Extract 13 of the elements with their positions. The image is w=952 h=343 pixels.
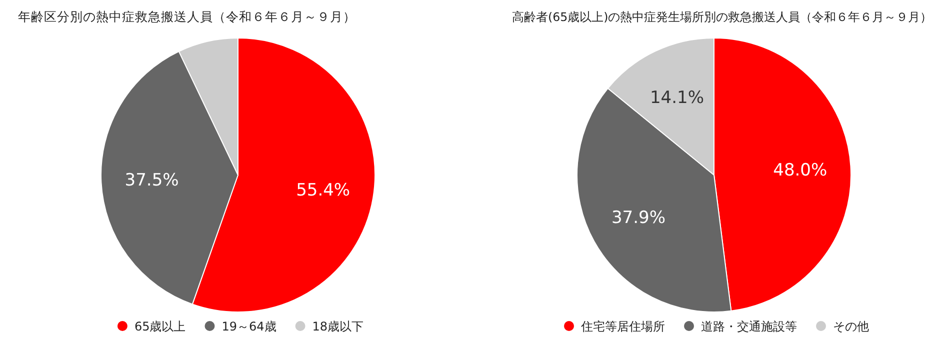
- data-label: 48.0%: [773, 160, 828, 181]
- legend-label: 65歳以上: [134, 320, 186, 334]
- data-label: 14.1%: [650, 88, 704, 108]
- data-label: 37.5%: [124, 170, 179, 191]
- data-label: 55.4%: [296, 180, 350, 201]
- legend-label: 18歳以下: [312, 320, 364, 334]
- legend-label: 19～64歳: [222, 320, 276, 334]
- data-label: 37.9%: [611, 208, 666, 228]
- chart-title: 高齢者(65歳以上)の熱中症発生場所別の救急搬送人員（令和６年６月～９月）: [512, 10, 932, 24]
- legend-label: 道路・交通施設等: [701, 320, 797, 334]
- legend-label: 住宅等居住場所: [580, 320, 665, 334]
- legend-label: その他: [833, 320, 869, 334]
- chart-title: 年齢区分別の熱中症救急搬送人員（令和６年６月～９月）: [18, 9, 356, 24]
